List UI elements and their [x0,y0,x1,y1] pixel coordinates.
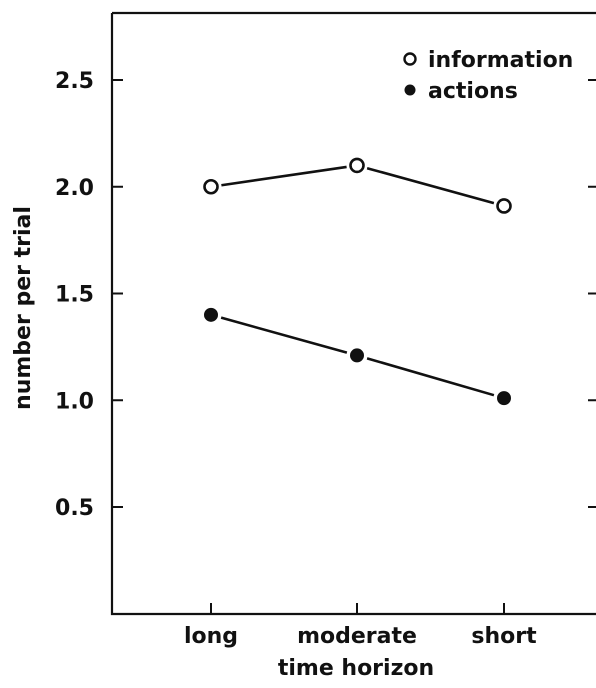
legend-item-actions: actions [404,79,518,104]
series-line-segment [221,165,347,187]
y-tick-label: 0.5 [55,496,94,521]
axes [110,11,596,616]
x-tick-label: long [184,624,238,649]
y-axis-title: number per trial [11,206,36,410]
series-actions [204,307,511,406]
x-ticks: long moderate short [184,603,537,649]
legend-label: information [428,48,573,73]
x-axis-title: time horizon [278,656,434,681]
y-tick-label: 2.5 [55,69,94,94]
series-information [203,157,512,214]
data-point-filled [204,307,218,322]
series-group [203,157,512,406]
y-tick-label: 1.0 [55,389,94,414]
axis-frame-left-bottom [110,13,596,616]
legend: information actions [403,48,573,104]
y-tick-label: 2.0 [55,176,94,201]
legend-marker-open [403,52,417,66]
y-ticks: 0.5 1.0 1.5 2.0 2.5 [55,69,596,521]
data-point-open [349,157,365,174]
legend-label: actions [428,79,518,104]
series-line-segment [220,316,348,354]
data-point-open [496,198,512,214]
legend-item-information: information [403,48,573,73]
legend-marker-filled [404,84,416,96]
x-tick-label: short [471,624,537,649]
series-line-segment [366,166,495,205]
y-tick-label: 1.5 [55,283,94,308]
x-tick-label: moderate [297,624,417,649]
series-line-segment [366,357,495,397]
data-point-filled [350,348,364,363]
data-point-filled [497,391,511,406]
data-point-open [203,178,219,195]
